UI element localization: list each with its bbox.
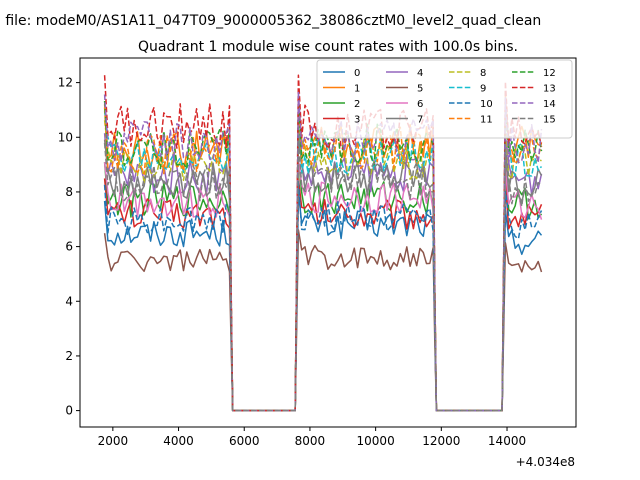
y-tick-label: 4 bbox=[65, 294, 73, 308]
legend-label-7: 7 bbox=[417, 115, 423, 126]
plot-frame bbox=[79, 57, 577, 428]
legend-label-12: 12 bbox=[543, 68, 556, 79]
x-tick-label: 6000 bbox=[229, 434, 260, 448]
legend-label-4: 4 bbox=[417, 68, 423, 79]
x-tick-label: 10000 bbox=[357, 434, 395, 448]
y-tick-label: 12 bbox=[58, 76, 73, 90]
legend-label-14: 14 bbox=[543, 99, 556, 110]
x-tick-label: 4000 bbox=[163, 434, 194, 448]
series-layer bbox=[103, 74, 543, 412]
series-line-11 bbox=[103, 100, 543, 412]
legend-label-9: 9 bbox=[480, 84, 486, 95]
y-tick-label: 10 bbox=[58, 130, 73, 144]
legend-label-11: 11 bbox=[480, 115, 493, 126]
legend-label-0: 0 bbox=[354, 68, 360, 79]
y-tick-label: 8 bbox=[65, 185, 73, 199]
y-tick-label: 6 bbox=[65, 240, 73, 254]
x-tick-label: 14000 bbox=[488, 434, 526, 448]
x-tick-label: 12000 bbox=[422, 434, 460, 448]
chart-title: Quadrant 1 module wise count rates with … bbox=[138, 39, 518, 55]
legend-label-5: 5 bbox=[417, 84, 423, 95]
x-tick-label: 8000 bbox=[295, 434, 326, 448]
legend-label-13: 13 bbox=[543, 84, 556, 95]
x-axis: 2000 4000 6000 8000 10000 12000 14000 bbox=[98, 427, 526, 448]
y-axis: 0 2 4 6 8 10 12 bbox=[58, 76, 80, 418]
y-tick-label: 0 bbox=[65, 404, 73, 418]
figure-suptitle: n file: modeM0/AS1A11_047T09_9000005362_… bbox=[0, 13, 541, 29]
legend-label-8: 8 bbox=[480, 68, 486, 79]
y-tick-label: 2 bbox=[65, 349, 73, 363]
legend-box bbox=[316, 59, 573, 139]
x-tick-label: 2000 bbox=[98, 434, 129, 448]
legend-label-6: 6 bbox=[417, 99, 423, 110]
legend-label-1: 1 bbox=[354, 84, 360, 95]
legend-label-10: 10 bbox=[480, 99, 493, 110]
legend-label-3: 3 bbox=[354, 115, 360, 126]
x-offset-label: +4.034e8 bbox=[516, 455, 575, 469]
legend-label-2: 2 bbox=[354, 99, 360, 110]
legend-label-15: 15 bbox=[543, 115, 556, 126]
